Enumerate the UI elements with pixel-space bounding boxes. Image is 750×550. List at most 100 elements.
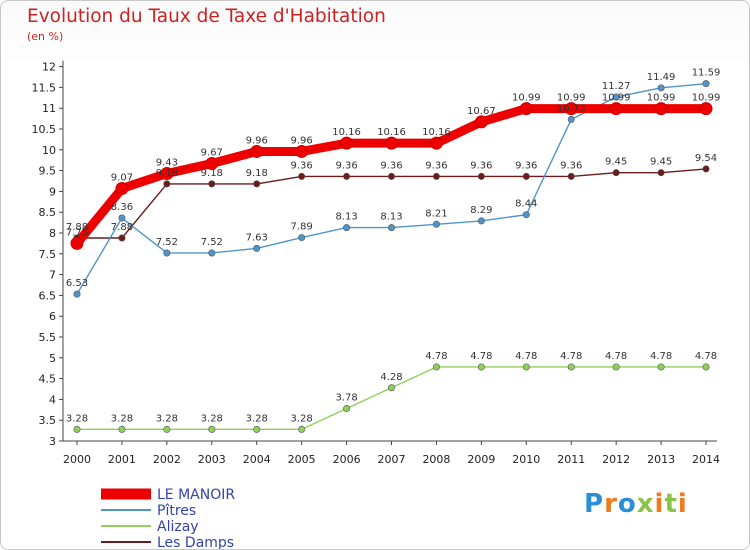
logo-letter: P xyxy=(584,489,605,519)
y-tick-label: 10.5 xyxy=(32,123,57,136)
data-label: 10.99 xyxy=(602,93,631,104)
data-point xyxy=(70,236,84,250)
y-tick-label: 3.5 xyxy=(39,414,57,427)
x-tick-label: 2003 xyxy=(198,453,226,466)
data-label: 8.44 xyxy=(515,199,537,210)
logo-letter: r xyxy=(604,489,618,519)
y-tick-label: 7.5 xyxy=(39,248,57,261)
data-point xyxy=(160,167,174,181)
data-label: 4.78 xyxy=(425,351,447,362)
data-label: 10.16 xyxy=(422,127,451,138)
data-point xyxy=(340,136,354,150)
data-point xyxy=(118,425,126,433)
legend-label: Pîtres xyxy=(157,503,196,519)
data-label: 9.45 xyxy=(650,157,672,168)
data-label: 10.16 xyxy=(377,127,406,138)
data-label: 9.96 xyxy=(246,135,268,146)
proxiti-logo: Proxiti xyxy=(584,489,688,519)
data-point xyxy=(477,172,485,180)
data-point xyxy=(205,157,219,171)
data-point xyxy=(567,172,575,180)
logo-letter: t xyxy=(664,489,678,519)
y-tick-label: 10 xyxy=(42,144,56,157)
data-point xyxy=(253,425,261,433)
data-point xyxy=(612,363,620,371)
y-tick-label: 4 xyxy=(49,393,56,406)
axes: 3 3.5 4 4.5 5 5.5 6 6.5 7 7.5 8 8.5 9 9.5 10 10.5 11 11.5… xyxy=(32,60,720,466)
data-point xyxy=(657,84,665,92)
data-point xyxy=(388,172,396,180)
data-point xyxy=(118,234,126,242)
data-label: 7.88 xyxy=(111,222,133,233)
x-tick-label: 2013 xyxy=(647,453,675,466)
data-label: 7.52 xyxy=(156,237,178,248)
data-label: 3.28 xyxy=(111,413,133,424)
data-point xyxy=(522,211,530,219)
series-line-pîtres xyxy=(76,82,707,295)
data-point xyxy=(388,224,396,232)
data-point xyxy=(609,102,623,116)
data-label: 8.13 xyxy=(335,212,357,223)
data-label: 9.54 xyxy=(695,153,717,164)
data-point xyxy=(564,102,578,116)
x-tick-label: 2005 xyxy=(288,453,316,466)
data-point xyxy=(432,172,440,180)
data-label: 4.78 xyxy=(515,351,537,362)
data-labels: 7.75 9.07 9.43 9.67 9.96 9.96 10.16 10.16 10.16 1… xyxy=(66,68,720,425)
data-point xyxy=(519,102,533,116)
data-label: 9.36 xyxy=(560,160,582,171)
data-label: 9.18 xyxy=(201,168,223,179)
data-label: 9.36 xyxy=(380,160,402,171)
logo-letter: o xyxy=(617,489,637,519)
data-label: 8.21 xyxy=(425,208,447,219)
data-point xyxy=(253,244,261,252)
data-point xyxy=(163,180,171,188)
legend-label: LE MANOIR xyxy=(157,487,235,503)
y-tick-label: 12 xyxy=(42,61,56,74)
y-tick-label: 7 xyxy=(49,269,56,282)
y-tick-label: 4.5 xyxy=(39,373,57,386)
x-tick-label: 2009 xyxy=(467,453,495,466)
data-point xyxy=(208,249,216,257)
legend-label: Alizay xyxy=(157,519,199,535)
x-tick-label: 2012 xyxy=(602,453,630,466)
y-tick-label: 11.5 xyxy=(32,81,57,94)
data-point xyxy=(73,290,81,298)
data-point xyxy=(567,363,575,371)
data-label: 4.78 xyxy=(605,351,627,362)
y-tick-label: 9.5 xyxy=(39,165,57,178)
data-label: 9.43 xyxy=(156,158,178,169)
data-label: 10.99 xyxy=(557,93,586,104)
data-label: 3.28 xyxy=(66,413,88,424)
data-point xyxy=(163,425,171,433)
data-point xyxy=(432,220,440,228)
logo-letter: i xyxy=(677,489,688,519)
chart-subtitle: (en %) xyxy=(27,30,64,43)
logo-letter: i xyxy=(654,489,665,519)
data-point xyxy=(343,172,351,180)
x-tick-label: 2004 xyxy=(243,453,271,466)
data-label: 7.88 xyxy=(66,222,88,233)
data-point xyxy=(429,136,443,150)
chart-title: Evolution du Taux de Taxe d'Habitation xyxy=(27,6,386,27)
data-label: 9.36 xyxy=(470,160,492,171)
data-point xyxy=(118,214,126,222)
data-label: 8.13 xyxy=(380,212,402,223)
x-tick-label: 2006 xyxy=(333,453,361,466)
x-tick-label: 2008 xyxy=(422,453,450,466)
data-label: 9.45 xyxy=(605,157,627,168)
data-label: 4.78 xyxy=(560,351,582,362)
data-label: 7.52 xyxy=(201,237,223,248)
data-label: 4.78 xyxy=(470,351,492,362)
data-label: 4.78 xyxy=(650,351,672,362)
data-label: 10.67 xyxy=(467,106,496,117)
data-point xyxy=(702,165,710,173)
data-point xyxy=(343,224,351,232)
data-point xyxy=(298,234,306,242)
data-label: 3.28 xyxy=(291,413,313,424)
data-point xyxy=(522,363,530,371)
data-label: 11.49 xyxy=(647,72,676,83)
data-point xyxy=(208,425,216,433)
